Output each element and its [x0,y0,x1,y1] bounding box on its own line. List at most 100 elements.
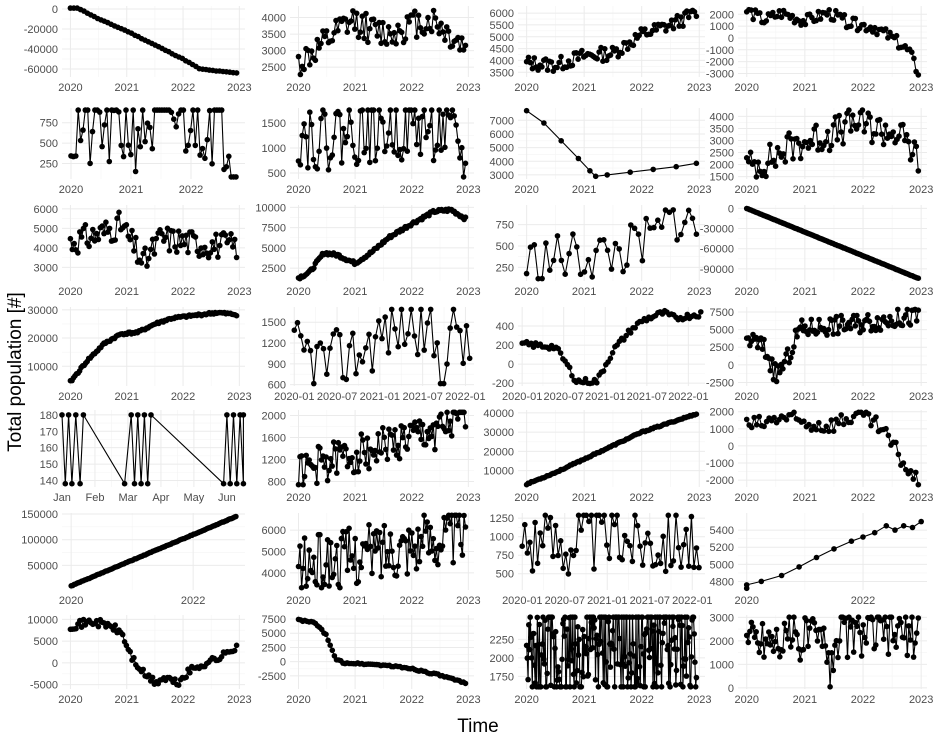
data-point [69,480,75,487]
data-point [447,520,454,527]
data-point [329,463,336,469]
data-point [574,244,580,250]
data-point [116,109,122,115]
data-point [460,174,467,180]
data-point [531,662,538,668]
data-point [575,155,582,162]
y-tick-label: 6000 [490,129,514,141]
data-point [581,633,587,640]
data-point [301,121,307,127]
data-point [75,250,81,256]
data-point [202,155,208,162]
data-point [407,548,414,554]
data-point [821,428,827,434]
data-point [340,453,346,460]
data-point [594,651,601,658]
y-tick-label: 1200 [262,455,286,467]
y-tick-label: 5200 [710,542,734,554]
data-point [366,465,372,472]
data-point [525,54,532,61]
data-point [430,535,437,542]
data-point [82,222,89,228]
data-point [543,240,549,246]
data-point [312,57,319,64]
data-point [125,142,132,148]
y-tick-label: 5400 [710,525,734,537]
x-tick-label: 2021 [793,184,817,196]
x-tick-label: 2021-07 [402,391,442,403]
data-point [139,107,146,113]
data-point [175,228,182,234]
x-tick-label: 2023 [909,184,933,196]
data-point [863,640,870,646]
y-tick-label: 1000 [710,659,734,671]
x-tick-label: 2022 [171,391,195,403]
x-tick-label: 2021 [115,286,139,298]
data-point [355,579,362,585]
data-point [888,133,895,140]
data-point [687,684,694,690]
y-tick-label: 900 [268,359,286,371]
data-point [369,368,376,374]
data-point [840,141,846,147]
data-point [643,626,650,632]
data-point [900,121,906,128]
data-point [524,550,531,556]
data-point [805,331,811,338]
data-point [144,120,151,126]
data-point [185,249,191,256]
y-tick-label: 500 [40,138,58,150]
data-point [86,243,92,250]
data-point [888,318,895,324]
data-point [809,141,816,148]
data-point [831,546,837,552]
data-point [539,275,545,282]
x-tick-label: 2020 [286,492,310,504]
data-point [854,623,860,630]
data-point [359,359,366,365]
data-point [830,122,837,128]
data-point [648,645,654,652]
data-point [663,28,669,34]
data-point [106,158,113,165]
data-point [466,355,473,362]
data-point [570,671,577,678]
data-point [823,423,830,430]
x-tick-label: 2020 [58,391,82,403]
data-point [444,361,450,367]
data-point [755,159,762,165]
y-tick-label: 750 [496,550,514,562]
data-point [432,446,438,453]
data-point [884,623,890,630]
y-tick-label: 500 [496,241,514,253]
data-point [140,666,146,673]
data-point [347,459,354,466]
data-point [415,12,422,19]
x-tick-label: 2022 [181,595,205,607]
data-point [594,380,600,386]
data-point [363,540,369,547]
data-point [895,451,902,458]
panel-12: 2020 2021 2022 2023 0 -30000 -60000 -90000 [700,203,934,298]
data-point [784,346,791,352]
data-point [696,564,702,571]
data-point [330,331,337,337]
data-point [526,622,532,628]
data-point [643,215,649,222]
data-point [534,614,541,621]
data-point [149,145,156,152]
data-point [589,645,596,651]
data-point [398,306,405,313]
x-tick-label: 2020 [59,184,83,196]
data-point [909,524,916,531]
data-point [891,631,898,638]
data-point [830,331,837,337]
data-point [462,424,469,430]
data-point [786,614,792,620]
x-tick-label: 2020 [734,391,758,403]
data-point [634,522,641,529]
data-point [658,662,664,669]
data-point [603,57,610,64]
data-point [847,624,854,630]
data-point [673,163,679,170]
